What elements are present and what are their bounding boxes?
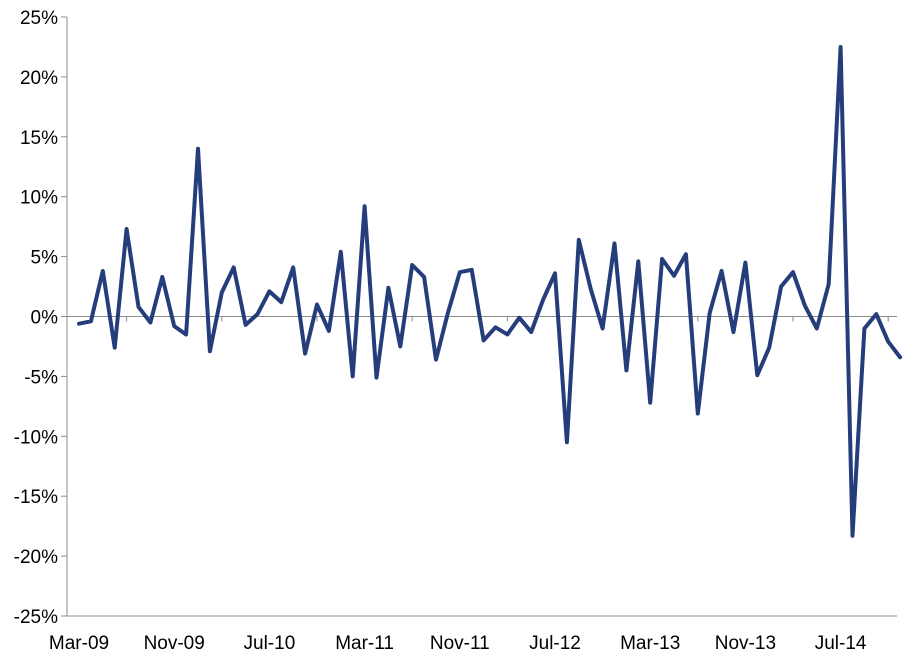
x-tick-label: Mar-11 xyxy=(335,633,394,654)
data-point xyxy=(624,368,628,372)
x-tick-label: Nov-13 xyxy=(715,633,776,654)
y-tick-label: -20% xyxy=(14,547,58,568)
data-point xyxy=(827,282,831,286)
data-point xyxy=(684,252,688,256)
y-tick-label: -10% xyxy=(14,427,58,448)
data-point xyxy=(577,238,581,242)
data-point xyxy=(815,326,819,330)
data-point xyxy=(601,326,605,330)
data-point xyxy=(589,287,593,291)
data-point xyxy=(743,261,747,265)
data-point xyxy=(386,286,390,290)
y-axis-tick-labels: 25% 20% 15% 10% 5% 0% -5% -10% -15% -20% -25% xyxy=(14,8,58,628)
data-point xyxy=(886,340,890,344)
x-tick-label: Mar-13 xyxy=(620,633,680,654)
series-line xyxy=(77,44,903,538)
data-point xyxy=(125,227,129,231)
data-point xyxy=(613,241,617,245)
data-point xyxy=(851,534,855,538)
data-point xyxy=(256,312,260,316)
data-point xyxy=(148,320,152,324)
data-point xyxy=(410,263,414,267)
data-point xyxy=(434,358,438,362)
data-point xyxy=(898,355,902,359)
data-point xyxy=(160,275,164,279)
data-point xyxy=(113,346,117,350)
data-point xyxy=(303,352,307,356)
data-point xyxy=(696,412,700,416)
data-point xyxy=(137,305,141,309)
x-tick-label: Jul-10 xyxy=(244,633,296,654)
data-point xyxy=(767,346,771,350)
data-point xyxy=(565,440,569,444)
data-point xyxy=(636,259,640,263)
y-axis-ticks xyxy=(61,16,67,617)
data-point xyxy=(89,319,93,323)
x-tick-label: Mar-09 xyxy=(49,633,109,654)
data-point xyxy=(732,330,736,334)
data-point xyxy=(184,332,188,336)
data-point xyxy=(446,311,450,315)
data-point xyxy=(315,303,319,307)
y-tick-label: 5% xyxy=(31,248,59,269)
data-point xyxy=(660,257,664,261)
data-point xyxy=(244,323,248,327)
data-point xyxy=(470,268,474,272)
data-point xyxy=(505,332,509,336)
data-point xyxy=(874,312,878,316)
x-tick-label: Jul-12 xyxy=(529,633,581,654)
data-point xyxy=(351,374,355,378)
data-point xyxy=(363,204,367,208)
x-axis-tick-labels: Mar-09 Nov-09 Jul-10 Mar-11 Nov-11 Jul-12 Mar-… xyxy=(49,633,867,654)
data-point xyxy=(291,265,295,269)
x-tick-label: Nov-09 xyxy=(144,633,205,654)
y-tick-label: 20% xyxy=(20,68,58,89)
y-tick-label: -5% xyxy=(24,367,58,388)
data-point xyxy=(398,344,402,348)
data-point xyxy=(517,316,521,320)
data-point xyxy=(708,311,712,315)
data-point xyxy=(422,275,426,279)
data-point xyxy=(672,274,676,278)
data-point xyxy=(755,373,759,377)
data-point xyxy=(458,270,462,274)
y-tick-label: -25% xyxy=(14,607,58,628)
data-point xyxy=(494,325,498,329)
data-point xyxy=(279,300,283,304)
y-tick-label: 10% xyxy=(20,188,58,209)
y-tick-label: 25% xyxy=(20,8,58,29)
data-point xyxy=(779,285,783,289)
data-point xyxy=(648,401,652,405)
data-point xyxy=(101,269,105,273)
data-point xyxy=(839,45,843,49)
x-tick-label: Nov-11 xyxy=(430,633,490,654)
data-point xyxy=(541,298,545,302)
y-tick-label: 0% xyxy=(31,308,59,329)
data-point xyxy=(375,376,379,380)
data-point xyxy=(791,270,795,274)
data-point xyxy=(862,326,866,330)
data-point xyxy=(196,147,200,151)
data-point xyxy=(77,322,81,326)
x-tick-label: Jul-14 xyxy=(815,633,867,654)
data-point xyxy=(803,304,807,308)
y-tick-label: -15% xyxy=(14,487,58,508)
data-point xyxy=(232,265,236,269)
data-point xyxy=(172,324,176,328)
data-point xyxy=(339,250,343,254)
data-point xyxy=(220,291,224,295)
data-point xyxy=(267,289,271,293)
y-tick-label: 15% xyxy=(20,128,58,149)
data-point xyxy=(720,269,724,273)
data-point xyxy=(208,349,212,353)
data-point xyxy=(553,271,557,275)
data-point xyxy=(327,329,331,333)
data-point xyxy=(529,330,533,334)
data-point xyxy=(482,338,486,342)
